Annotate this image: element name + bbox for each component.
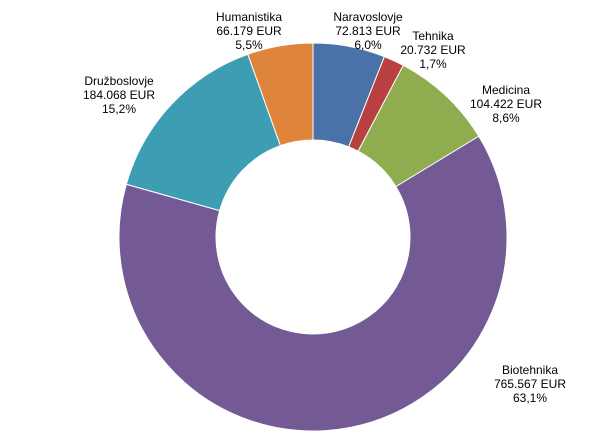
- slice-amount: 104.422 EUR: [470, 97, 542, 111]
- slice-percent: 5,5%: [235, 38, 263, 52]
- slice-name: Družboslovje: [84, 74, 154, 88]
- slice-percent: 6,0%: [354, 38, 382, 52]
- slice-label-biotehnika: Biotehnika 765.567 EUR 63,1%: [494, 363, 566, 405]
- slice-name: Biotehnika: [502, 363, 558, 377]
- slice-amount: 765.567 EUR: [494, 377, 566, 391]
- slice-name: Naravoslovje: [333, 10, 403, 24]
- slice-humanistika: [247, 42, 314, 147]
- slice-name: Tehnika: [412, 29, 454, 43]
- slice-labels: Naravoslovje 72.813 EUR 6,0%Tehnika 20.732 …: [83, 10, 566, 405]
- slice-amount: 20.732 EUR: [400, 43, 466, 57]
- slice-amount: 184.068 EUR: [83, 88, 155, 102]
- slice-label-humanistika: Humanistika 66.179 EUR 5,5%: [216, 10, 282, 52]
- slice-amount: 72.813 EUR: [335, 24, 401, 38]
- slice-name: Medicina: [482, 83, 530, 97]
- slice-label-druzboslovje: Družboslovje 184.068 EUR 15,2%: [83, 74, 155, 116]
- slice-percent: 1,7%: [419, 57, 447, 71]
- slice-percent: 63,1%: [513, 391, 547, 405]
- slice-percent: 8,6%: [492, 111, 520, 125]
- donut-slices: [118, 42, 508, 432]
- slice-label-tehnika: Tehnika 20.732 EUR 1,7%: [400, 29, 466, 71]
- slice-name: Humanistika: [216, 10, 282, 24]
- slice-percent: 15,2%: [102, 102, 136, 116]
- slice-amount: 66.179 EUR: [216, 24, 282, 38]
- slice-label-naravoslovje: Naravoslovje 72.813 EUR 6,0%: [333, 10, 403, 52]
- slice-label-medicina: Medicina 104.422 EUR 8,6%: [470, 83, 542, 125]
